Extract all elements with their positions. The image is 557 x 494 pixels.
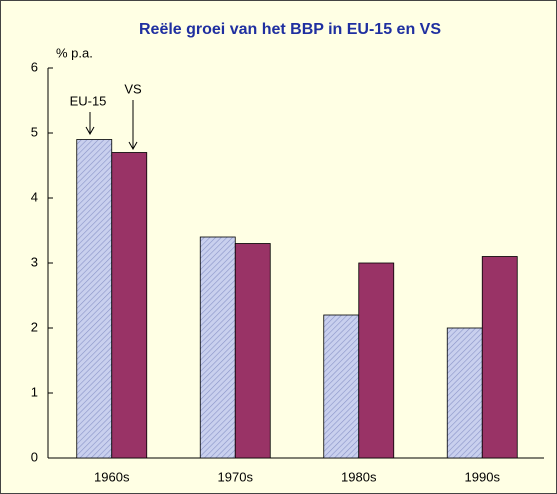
annotation-arrowhead (85, 126, 95, 136)
annotation-arrowhead (128, 141, 138, 151)
bar (481, 256, 518, 459)
x-tick-label: 1970s (218, 469, 254, 484)
bar (199, 236, 236, 459)
y-tick-label: 0 (31, 449, 38, 464)
x-tick-label: 1990s (465, 469, 501, 484)
y-tick-label: 3 (31, 254, 38, 269)
chart-title: Reële groei van het BBP in EU-15 en VS (139, 21, 441, 38)
y-tick-label: 4 (31, 189, 38, 204)
x-tick-label: 1980s (341, 469, 377, 484)
y-tick-label: 6 (31, 59, 38, 74)
y-axis-label: % p.a. (56, 45, 93, 60)
annotation-label: VS (124, 81, 142, 96)
bar (234, 243, 271, 459)
x-tick-label: 1960s (94, 469, 130, 484)
bar (358, 262, 395, 459)
y-tick-label: 2 (31, 319, 38, 334)
bar (446, 327, 483, 459)
bar (323, 314, 360, 459)
bar (111, 152, 148, 459)
y-tick-label: 1 (31, 384, 38, 399)
y-tick-label: 5 (31, 124, 38, 139)
bar (76, 139, 113, 459)
annotation-label: EU-15 (70, 93, 107, 108)
